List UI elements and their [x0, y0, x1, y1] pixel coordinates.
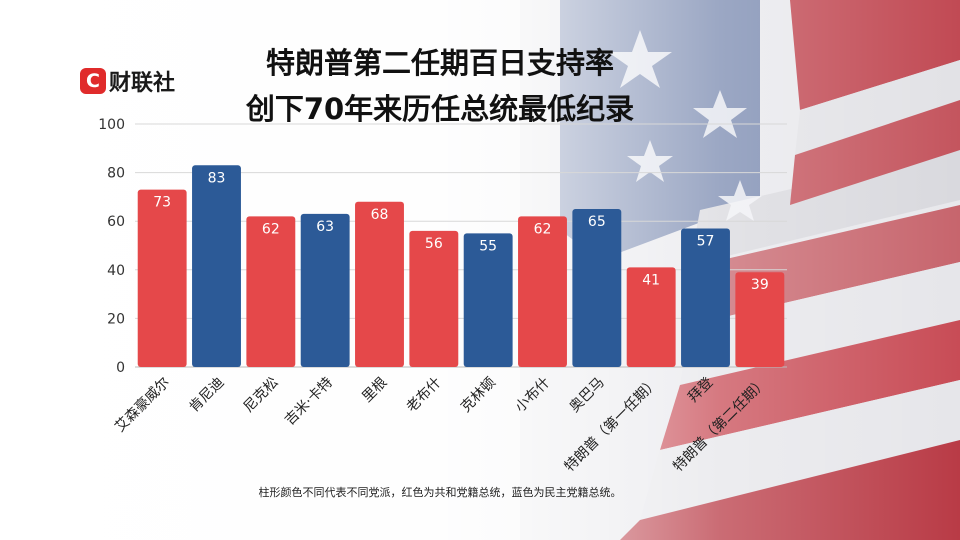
title-line-1: 特朗普第二任期百日支持率 — [265, 46, 614, 80]
bar — [735, 272, 785, 367]
bar — [246, 216, 296, 367]
logo-text: 财联社 — [109, 71, 176, 96]
data-label: 56 — [425, 236, 443, 252]
bar — [463, 233, 513, 367]
data-label: 62 — [534, 221, 552, 237]
footnote: 柱形颜色不同代表不同党派，红色为共和党籍总统，蓝色为民主党籍总统。 — [258, 486, 622, 499]
data-label: 73 — [153, 195, 171, 211]
bar — [626, 267, 676, 367]
bar — [192, 165, 241, 367]
data-label: 41 — [642, 272, 660, 288]
data-label: 57 — [697, 233, 715, 249]
logo-badge: C — [80, 68, 106, 94]
y-tick-label: 40 — [107, 263, 125, 279]
y-tick-label: 100 — [98, 117, 125, 133]
x-tick-label: 里根 — [359, 375, 390, 406]
bar — [681, 228, 730, 367]
x-tick-label: 尼克松 — [241, 375, 282, 416]
x-tick-label: 奥巴马 — [566, 374, 608, 416]
bar — [572, 209, 622, 367]
logo: C 财联社 — [80, 64, 175, 98]
x-tick-label: 吉米·卡特 — [282, 375, 336, 429]
bar — [137, 189, 187, 367]
data-label: 68 — [371, 207, 389, 223]
bar — [300, 213, 350, 367]
x-tick-label: 肯尼迪 — [186, 375, 227, 416]
x-tick-label: 特朗普（第一任期） — [561, 374, 662, 475]
data-label: 55 — [479, 238, 497, 254]
bar — [518, 216, 567, 367]
data-label: 65 — [588, 214, 606, 230]
x-tick-label: 艾森豪威尔 — [112, 375, 173, 436]
data-label: 83 — [208, 170, 226, 186]
chart-title: 特朗普第二任期百日支持率 创下70年来历任总统最低纪录 — [0, 40, 880, 132]
x-tick-label: 老布什 — [404, 375, 445, 416]
x-tick-label: 特朗普（第二任期） — [670, 374, 771, 475]
title-line-2: 创下70年来历任总统最低纪录 — [245, 92, 635, 126]
bar — [355, 201, 404, 367]
x-tick-label: 小布什 — [512, 375, 553, 416]
x-tick-label: 克林顿 — [458, 375, 499, 416]
y-tick-label: 20 — [107, 311, 125, 327]
bar — [409, 230, 459, 367]
data-label: 63 — [316, 219, 334, 235]
y-tick-label: 80 — [107, 166, 125, 182]
y-tick-label: 0 — [116, 360, 125, 376]
x-tick-label: 拜登 — [685, 375, 716, 406]
data-label: 39 — [751, 277, 769, 293]
data-label: 62 — [262, 221, 280, 237]
y-tick-label: 60 — [107, 214, 125, 230]
